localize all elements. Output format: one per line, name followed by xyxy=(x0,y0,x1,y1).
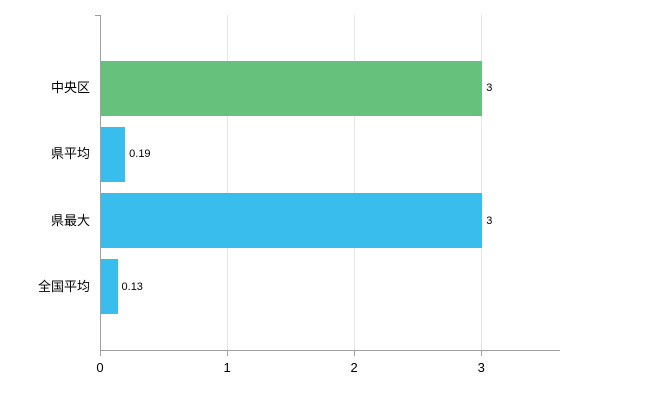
x-axis-line xyxy=(100,350,560,351)
bar[interactable] xyxy=(101,193,483,249)
category-label: 全国平均 xyxy=(37,278,90,294)
x-tick-label: 0 xyxy=(96,360,104,375)
x-tick-label: 3 xyxy=(477,360,485,375)
y-axis-end-tick xyxy=(95,15,100,16)
bar[interactable] xyxy=(101,126,126,182)
y-axis-line xyxy=(100,15,101,350)
category-label: 中央区 xyxy=(50,80,90,96)
category-label: 県平均 xyxy=(50,146,90,162)
gridline xyxy=(227,15,229,350)
x-axis-tick xyxy=(354,350,356,356)
x-axis-tick xyxy=(100,350,101,356)
gridline xyxy=(481,15,483,350)
x-tick-label: 1 xyxy=(223,360,231,375)
gridline xyxy=(354,15,356,350)
x-tick-label: 2 xyxy=(350,360,358,375)
value-label: 0.13 xyxy=(121,280,143,293)
bar[interactable] xyxy=(101,259,118,315)
value-label: 0.19 xyxy=(129,148,151,161)
value-label: 3 xyxy=(486,214,493,227)
x-axis-tick xyxy=(481,350,483,356)
bar[interactable] xyxy=(101,60,483,116)
x-axis-tick xyxy=(227,350,229,356)
category-label: 県最大 xyxy=(50,212,90,228)
value-label: 3 xyxy=(486,82,493,95)
